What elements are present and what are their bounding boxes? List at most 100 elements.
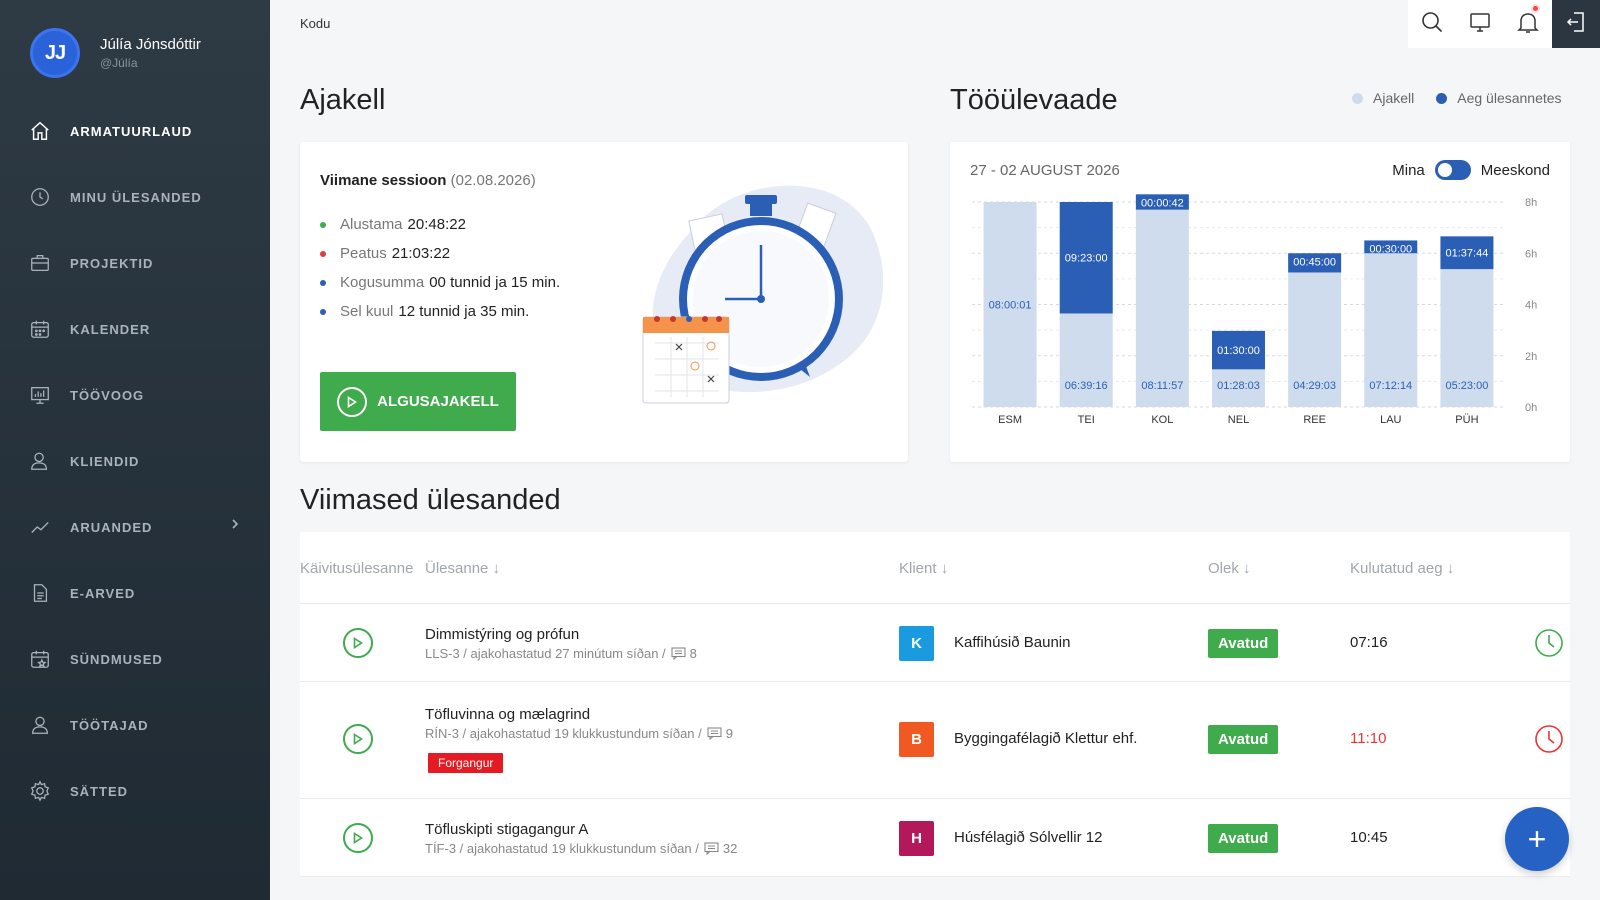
table-row[interactable]: Dimmistýring og prófun LLS-3 / ajakohasta…: [300, 604, 1570, 682]
client-avatar: H: [899, 821, 934, 856]
gear-icon: [28, 779, 52, 803]
bar-timer: [1440, 269, 1494, 407]
status-badge[interactable]: Avatud: [1208, 629, 1279, 658]
y-tick-label: 0h: [1525, 402, 1537, 414]
sidebar-item-label: PROJEKTID: [70, 255, 154, 271]
task-title[interactable]: Dimmistýring og prófun: [425, 626, 580, 643]
clock-icon: [28, 185, 52, 209]
client-name[interactable]: Kaffihúsið Baunin: [954, 634, 1071, 651]
user-profile[interactable]: JJ Júlía Jónsdóttir @Júlía: [0, 0, 270, 98]
session-item-value: 12 tunnid ja 35 min.: [398, 303, 530, 320]
screen-button[interactable]: [1456, 0, 1504, 48]
start-timer-button[interactable]: ALGUSAJAKELL: [320, 372, 516, 431]
task-title[interactable]: Töfluskipti stigagangur A: [425, 821, 589, 838]
sidebar-item-calendar[interactable]: KALENDER: [0, 296, 270, 362]
bar-tasks-label: 09:23:00: [1065, 253, 1108, 265]
clock-icon[interactable]: [1534, 724, 1564, 754]
bar-tasks: [1364, 240, 1418, 254]
toggle-label-me[interactable]: Mina: [1392, 161, 1425, 179]
bar-tasks: [1212, 330, 1265, 370]
bar-tasks: [1440, 236, 1494, 270]
table-row[interactable]: Töfluvinna og mælagrind RÍN-3 / ajakohast…: [300, 682, 1570, 799]
y-tick-label: 2h: [1525, 351, 1537, 363]
table-row[interactable]: Töfluskipti stigagangur A TÍF-3 / ajakoha…: [300, 799, 1570, 877]
scope-toggle-switch[interactable]: [1434, 160, 1471, 180]
sidebar-item-dashboard[interactable]: ARMATUURLAUD: [0, 98, 270, 164]
play-icon: [337, 386, 368, 417]
sidebar-item-my-tasks[interactable]: MINU ÜLESANDED: [0, 164, 270, 230]
legend-dot-timer: [1352, 92, 1363, 104]
sidebar: JJ Júlía Jónsdóttir @Júlía ARMATUURLAUD …: [0, 0, 270, 900]
bell-icon: [1517, 10, 1539, 39]
workflow-icon: [28, 383, 52, 407]
play-task-button[interactable]: [343, 628, 373, 658]
task-meta: TÍF-3 / ajakohastatud 19 klukkustundum s…: [425, 841, 737, 856]
status-badge[interactable]: Avatud: [1208, 725, 1279, 754]
x-tick-label: PÜH: [1455, 414, 1478, 426]
clock-icon[interactable]: [1534, 628, 1564, 658]
session-details: Alustama 20:48:22 Peatus 21:03:22 Kogusumma 0…: [320, 210, 560, 326]
sidebar-item-employees[interactable]: TÖÖTAJAD: [0, 692, 270, 758]
avatar[interactable]: JJ: [30, 28, 80, 78]
column-client[interactable]: Klient ↓: [899, 560, 949, 577]
play-task-button[interactable]: [343, 823, 373, 853]
time-spent: 11:10: [1350, 730, 1387, 747]
event-calendar-icon: [28, 647, 52, 671]
timer-heading: Ajakell: [300, 84, 386, 116]
task-meta: RÍN-3 / ajakohastatud 19 klukkustundum s…: [425, 726, 733, 741]
task-meta: LLS-3 / ajakohastatud 27 minútum síðan /…: [425, 646, 697, 661]
play-task-button[interactable]: [343, 724, 373, 754]
overview-heading: Tööülevaade: [950, 84, 1118, 116]
session-item: Alustama 20:48:22: [320, 210, 560, 239]
task-title[interactable]: Töfluvinna og mælagrind: [425, 706, 591, 723]
time-spent: 07:16: [1350, 634, 1388, 651]
chevron-right-icon[interactable]: [230, 518, 240, 533]
sidebar-item-invoices[interactable]: E-ARVED: [0, 560, 270, 626]
last-session-label: Viimane sessioon: [320, 172, 447, 189]
session-item: Kogusumma 00 tunnid ja 15 min.: [320, 268, 560, 297]
sidebar-item-projects[interactable]: PROJEKTID: [0, 230, 270, 296]
sidebar-item-clients[interactable]: KLIENDID: [0, 428, 270, 494]
toggle-label-team[interactable]: Meeskond: [1480, 161, 1550, 179]
column-time-spent[interactable]: Kulutatud aeg ↓: [1350, 560, 1455, 577]
task-meta-text: TÍF-3 / ajakohastatud 19 klukkustundum s…: [425, 841, 699, 856]
work-overview-chart: 0h 2h 4h 6h 8h 08:00:01 ESM 06:39:16 09:23:00 TEI…: [972, 194, 1537, 426]
search-button[interactable]: [1408, 0, 1456, 48]
time-spent: 10:45: [1350, 829, 1388, 846]
legend-label-tasks: Aeg ülesannetes: [1457, 90, 1562, 106]
main-content: Kodu Ajakell Viimane sessioon (02.08.202…: [270, 0, 1600, 900]
session-item-value: 21:03:22: [391, 245, 451, 262]
sidebar-item-reports[interactable]: ARUANDED: [0, 494, 270, 560]
logout-button[interactable]: [1552, 0, 1600, 48]
play-icon: [353, 637, 363, 649]
bar-timer: [1212, 369, 1265, 407]
status-badge[interactable]: Avatud: [1208, 824, 1279, 853]
monitor-icon: [1468, 10, 1492, 39]
column-task[interactable]: Ülesanne ↓: [425, 560, 501, 577]
notifications-button[interactable]: [1504, 0, 1552, 48]
bar-timer: [1135, 209, 1189, 407]
breadcrumb[interactable]: Kodu: [300, 16, 331, 31]
x-tick-label: KOL: [1151, 414, 1173, 426]
client-name[interactable]: Byggingafélagið Klettur ehf.: [954, 730, 1138, 747]
sidebar-item-label: E-ARVED: [70, 585, 136, 601]
x-tick-label: ESM: [998, 414, 1022, 426]
sidebar-item-label: KALENDER: [70, 321, 151, 337]
user-icon: [28, 449, 52, 473]
last-session-title: Viimane sessioon (02.08.2026): [320, 172, 536, 189]
sidebar-item-settings[interactable]: SÄTTED: [0, 758, 270, 824]
notification-dot: [1531, 4, 1540, 13]
add-button[interactable]: +: [1505, 807, 1569, 871]
y-tick-label: 4h: [1525, 300, 1537, 312]
column-status[interactable]: Olek ↓: [1208, 560, 1251, 577]
sidebar-item-workflow[interactable]: TÖÖVOOG: [0, 362, 270, 428]
chart-date-range[interactable]: 27 - 02 AUGUST 2026: [970, 162, 1120, 179]
sidebar-item-label: ARUANDED: [70, 519, 153, 535]
sidebar-item-label: TÖÖTAJAD: [70, 717, 149, 733]
search-icon: [1420, 10, 1444, 39]
client-name[interactable]: Húsfélagið Sólvellir 12: [954, 829, 1103, 846]
sidebar-item-events[interactable]: SÜNDMUSED: [0, 626, 270, 692]
user-name: Júlía Jónsdóttir: [100, 36, 201, 53]
logout-icon: [1566, 11, 1586, 38]
timer-card: Viimane sessioon (02.08.2026) Alustama 20…: [300, 142, 908, 462]
